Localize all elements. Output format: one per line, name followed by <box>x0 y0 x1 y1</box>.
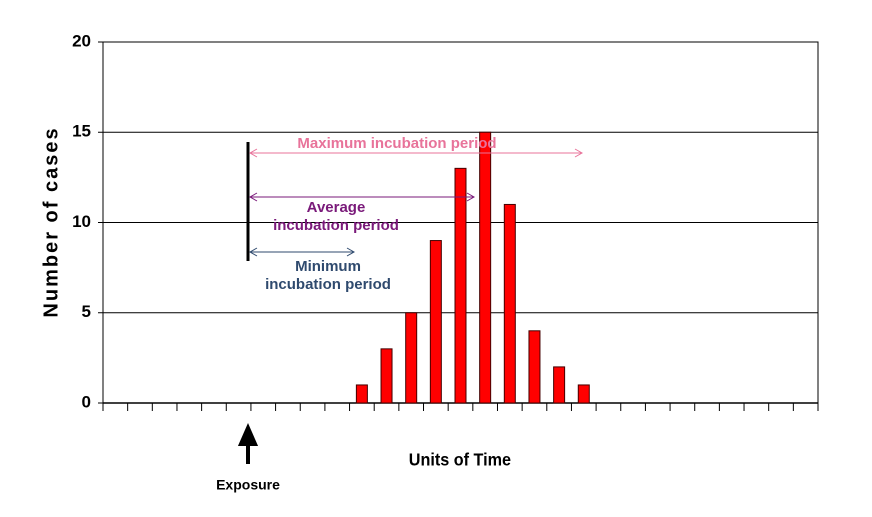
bar <box>454 167 467 404</box>
minimum-label: incubation period <box>265 276 391 293</box>
bar <box>479 131 492 404</box>
x-axis-label: Units of Time <box>409 450 511 470</box>
y-tick-label: 5 <box>82 302 91 321</box>
bar <box>503 203 516 404</box>
bar <box>528 330 541 404</box>
bar <box>380 348 393 404</box>
bar <box>405 312 418 404</box>
y-tick-label: 20 <box>72 31 91 50</box>
average-arrowhead <box>248 192 476 202</box>
minimum-arrowhead <box>248 247 356 257</box>
y-tick-label: 0 <box>82 392 91 411</box>
minimum-label: Minimum <box>295 258 361 275</box>
y-axis-label: Number of cases <box>40 126 62 317</box>
bar <box>355 384 368 404</box>
average-label: incubation period <box>273 217 399 234</box>
y-tick-label: 15 <box>72 122 91 141</box>
bar <box>429 240 442 404</box>
y-tick-label: 10 <box>72 212 91 231</box>
bar <box>577 384 590 404</box>
maximum-label: Maximum incubation period <box>297 135 496 152</box>
maximum-arrowhead <box>248 148 584 158</box>
exposure-arrow <box>237 423 259 464</box>
exposure-label: Exposure <box>216 477 280 493</box>
average-label: Average <box>307 199 366 216</box>
bar <box>553 366 566 404</box>
